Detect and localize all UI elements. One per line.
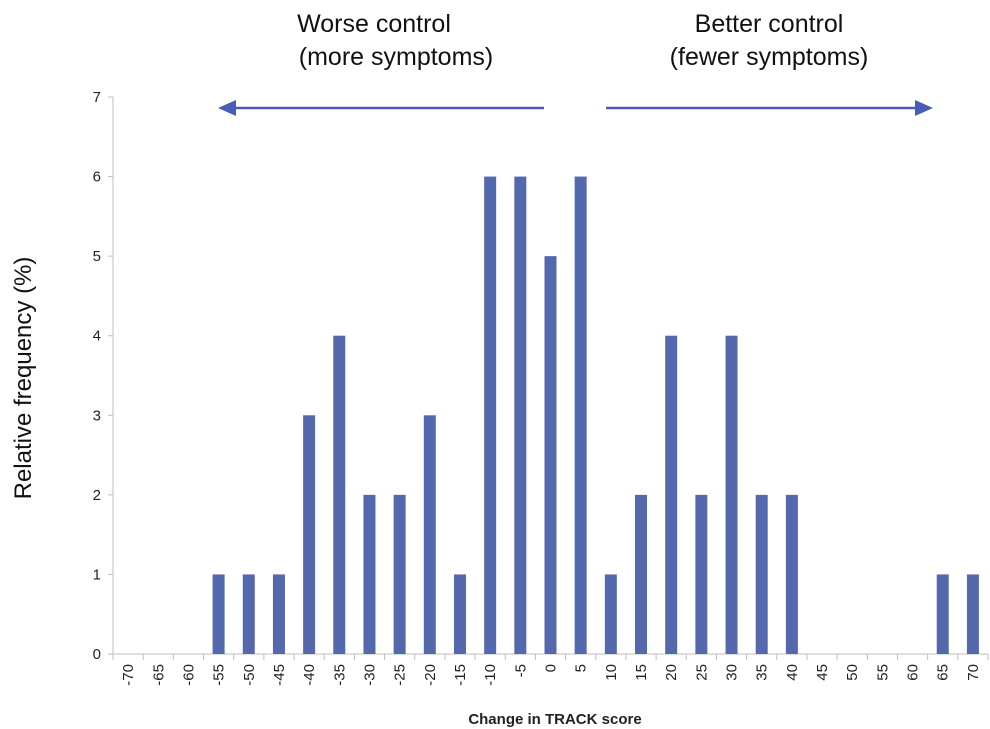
y-tick-label: 7 xyxy=(93,89,101,106)
x-tick-label: -30 xyxy=(361,664,378,686)
x-axis-label: Change in TRACK score xyxy=(468,711,641,728)
annotation-right-line1: Better control xyxy=(695,10,844,38)
x-tick-label: 45 xyxy=(814,664,831,681)
bar xyxy=(544,256,557,654)
bar xyxy=(212,574,225,654)
bar xyxy=(695,494,708,654)
annotation-right-line2: (fewer symptoms) xyxy=(670,43,869,71)
x-tick-label: -15 xyxy=(452,664,469,686)
x-tick-label: -45 xyxy=(271,664,288,686)
x-tick-label: -35 xyxy=(331,664,348,686)
x-tick-label: -65 xyxy=(150,664,167,686)
bar xyxy=(725,335,738,654)
bar xyxy=(393,494,406,654)
bar xyxy=(242,574,255,654)
x-ticks: -70 -65 -60 -55 -50 -45 -40 -35 -30 -25 -20 -15 -10-… xyxy=(112,654,989,686)
x-tick-label: 20 xyxy=(663,664,680,681)
x-tick-label: 5 xyxy=(573,664,590,672)
x-tick-label: 25 xyxy=(693,664,710,681)
x-tick-label: -40 xyxy=(301,664,318,686)
bar xyxy=(574,176,587,655)
y-tick-label: 3 xyxy=(93,407,101,424)
x-tick-label: 30 xyxy=(724,664,741,681)
bar xyxy=(514,176,527,655)
x-tick-label: 35 xyxy=(754,664,771,681)
y-tick-label: 1 xyxy=(93,566,101,583)
bar xyxy=(363,494,376,654)
bar xyxy=(785,494,798,654)
x-tick-label: -25 xyxy=(392,664,409,686)
x-tick-label: -10 xyxy=(482,664,499,686)
arrow-left-icon xyxy=(218,100,544,116)
x-tick-label: -55 xyxy=(211,664,228,686)
bars xyxy=(212,176,979,655)
x-tick-label: -70 xyxy=(120,664,137,686)
bar xyxy=(755,494,768,654)
y-tick-label: 2 xyxy=(93,487,101,504)
x-tick-label: -60 xyxy=(180,664,197,686)
bar xyxy=(936,574,949,654)
x-tick-label: 50 xyxy=(844,664,861,681)
bar xyxy=(665,335,678,654)
bar xyxy=(966,574,979,654)
x-tick-label: 15 xyxy=(633,664,650,681)
x-tick-label: 10 xyxy=(603,664,620,681)
x-tick-label: 55 xyxy=(874,664,891,681)
bar xyxy=(333,335,346,654)
bar xyxy=(272,574,285,654)
bar xyxy=(303,415,316,654)
bar xyxy=(423,415,436,654)
annotation-left-line2: (more symptoms) xyxy=(299,43,493,71)
x-tick-label: -5 xyxy=(512,664,529,677)
y-tick-label: 5 xyxy=(93,248,101,265)
y-axis-label: Relative frequency (%) xyxy=(10,257,37,500)
bar xyxy=(484,176,497,655)
x-tick-label: -50 xyxy=(241,664,258,686)
x-tick-label: 60 xyxy=(905,664,922,681)
bar xyxy=(604,574,617,654)
x-tick-label: 70 xyxy=(965,664,982,681)
y-tick-label: 6 xyxy=(93,169,101,186)
arrow-right-icon xyxy=(606,100,933,116)
x-tick-label: 0 xyxy=(543,664,560,672)
annotation-left-line1: Worse control xyxy=(297,10,451,38)
x-tick-label: 40 xyxy=(784,664,801,681)
bar xyxy=(453,574,466,654)
x-tick-label: -20 xyxy=(422,664,439,686)
x-tick-label: 65 xyxy=(935,664,952,681)
y-tick-label: 4 xyxy=(93,328,101,345)
y-tick-label: 0 xyxy=(93,646,101,663)
y-ticks: 0 1 2 3 4 5 6 7 xyxy=(93,89,113,663)
bar xyxy=(635,494,648,654)
